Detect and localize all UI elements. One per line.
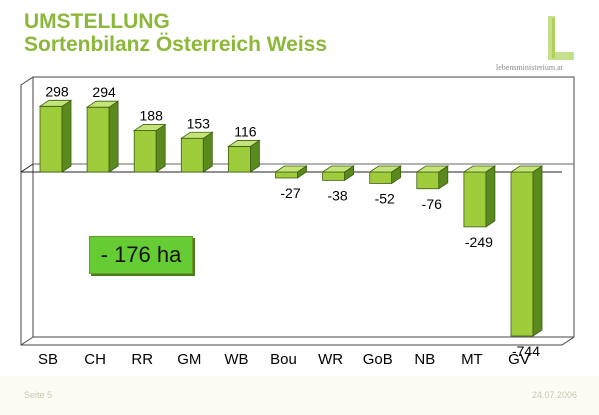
bar-front <box>227 146 251 173</box>
bar-MT <box>462 165 497 228</box>
bar-GoB <box>368 165 403 185</box>
zero-line-depth <box>20 163 34 173</box>
chart-labels: 298 SB 294 CH 188 RR 153 GM 116 WB -27 Bou -38 WR -52 G… <box>38 83 540 368</box>
bar-WR <box>321 165 355 182</box>
data-label-GV: -744 <box>512 343 540 359</box>
data-label-Bou: -27 <box>280 185 300 201</box>
category-label-WB: WB <box>224 351 248 368</box>
title-line-2: Sortenbilanz Österreich Weiss <box>24 33 328 56</box>
bar-top <box>368 165 403 173</box>
bar-Bou <box>274 165 308 179</box>
footer-date: 24.07.2006 <box>531 390 577 400</box>
bar-GM <box>179 131 214 173</box>
bar-side <box>155 123 166 173</box>
category-label-CH: CH <box>84 351 106 368</box>
category-label-SB: SB <box>38 351 58 368</box>
data-label-RR: 188 <box>140 108 164 124</box>
data-label-WB: 116 <box>234 123 257 139</box>
bar-front <box>322 171 346 181</box>
category-label-GM: GM <box>177 351 201 368</box>
bar-CH <box>85 100 120 173</box>
bar-top <box>321 165 355 173</box>
total-change-badge: - 176 ha <box>89 236 193 274</box>
data-label-GoB: -52 <box>375 190 395 206</box>
bar-front <box>180 137 204 173</box>
bar-top <box>274 165 308 173</box>
bar-side <box>202 131 213 173</box>
title-line-1: UMSTELLUNG <box>24 10 170 33</box>
data-label-GM: 153 <box>187 115 211 131</box>
bar-side <box>532 165 543 337</box>
bar-top <box>179 131 214 139</box>
bar-GV <box>509 165 544 337</box>
category-label-WR: WR <box>318 351 343 368</box>
bar-front <box>369 171 393 184</box>
bar-top <box>38 99 73 107</box>
category-label-RR: RR <box>131 351 153 368</box>
data-label-WR: -38 <box>327 187 347 203</box>
bar-side <box>485 165 496 228</box>
bar-front <box>86 106 110 173</box>
bar-top <box>227 140 261 147</box>
bar-side <box>108 100 119 173</box>
chart-bars <box>38 99 544 337</box>
bar-RR <box>132 123 167 173</box>
bar-top <box>509 165 544 173</box>
bar-top <box>85 100 120 108</box>
logo-text: lebensministerium.at <box>496 63 563 72</box>
bar-front <box>416 171 440 190</box>
data-label-CH: 294 <box>92 84 116 100</box>
bar-top <box>132 124 167 131</box>
bar-front <box>133 130 157 173</box>
bar-WB <box>227 139 261 173</box>
bar-side <box>61 99 72 173</box>
footer-bar <box>0 376 599 415</box>
bar-top <box>462 165 497 173</box>
data-label-MT: -249 <box>465 234 493 250</box>
L-logo-icon <box>548 16 574 60</box>
bar-NB <box>415 165 450 190</box>
category-label-MT: MT <box>461 351 483 368</box>
bar-front <box>275 171 298 179</box>
data-label-NB: -76 <box>422 196 442 212</box>
bar-top <box>415 165 450 173</box>
footer-page-number: Seite 5 <box>24 390 53 400</box>
category-label-GV: GV <box>508 351 530 368</box>
category-label-NB: NB <box>414 351 435 368</box>
bar-SB <box>38 99 73 173</box>
category-label-GoB: GoB <box>363 351 393 368</box>
page-title: UMSTELLUNG Sortenbilanz Österreich Weiss <box>24 10 327 56</box>
bar-front <box>463 171 487 228</box>
chart-floor-left-edge <box>20 336 34 346</box>
category-label-Bou: Bou <box>270 351 297 368</box>
bar-front <box>510 171 534 337</box>
data-label-SB: 298 <box>45 83 69 99</box>
bar-front <box>39 105 63 173</box>
